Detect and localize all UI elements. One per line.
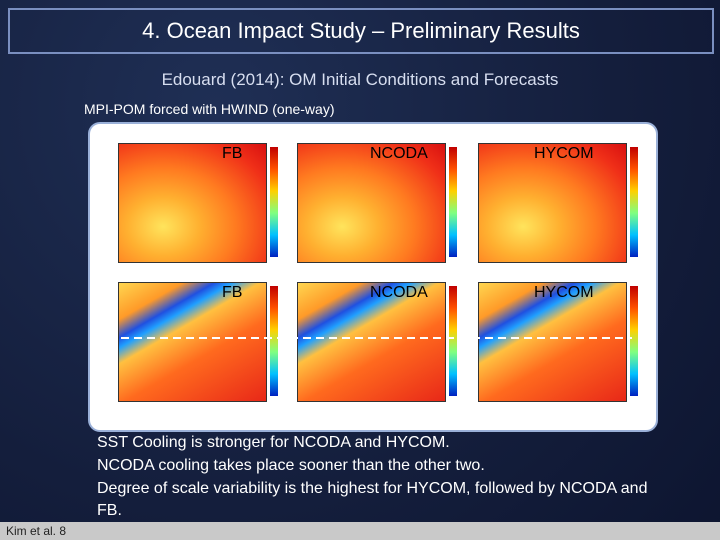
bullet-text: NCODA cooling takes place sooner than th… xyxy=(97,457,485,474)
map-panel xyxy=(118,282,267,402)
map-panel xyxy=(478,143,627,263)
panel-label: FB xyxy=(222,284,243,301)
map-panel xyxy=(478,282,627,402)
bullet-text: Degree of scale variability is the highe… xyxy=(97,480,648,519)
panel-label: NCODA xyxy=(370,145,428,162)
bullet: NCODA cooling takes place sooner than th… xyxy=(97,455,657,477)
subtitle: Edouard (2014): OM Initial Conditions an… xyxy=(161,70,559,89)
panel-label: HYCOM xyxy=(534,284,594,301)
bullet: Degree of scale variability is the highe… xyxy=(97,478,657,522)
map-panel xyxy=(118,143,267,263)
panel-label: NCODA xyxy=(370,284,428,301)
note: MPI-POM forced with HWIND (one-way) xyxy=(84,101,335,117)
color-bar xyxy=(270,147,278,257)
color-bar xyxy=(449,286,457,396)
color-bar xyxy=(449,147,457,257)
color-bar xyxy=(630,286,638,396)
map-panel xyxy=(297,282,446,402)
panel-label: FB xyxy=(222,145,243,162)
color-bar xyxy=(270,286,278,396)
slide-title: 4. Ocean Impact Study – Preliminary Resu… xyxy=(8,8,714,54)
map-panel xyxy=(297,143,446,263)
footer: Kim et al. 8 xyxy=(0,522,720,540)
color-bar xyxy=(630,147,638,257)
bullet-text: SST Cooling is stronger for NCODA and HY… xyxy=(97,434,450,451)
bullet: SST Cooling is stronger for NCODA and HY… xyxy=(97,432,657,454)
panel-label: HYCOM xyxy=(534,145,594,162)
